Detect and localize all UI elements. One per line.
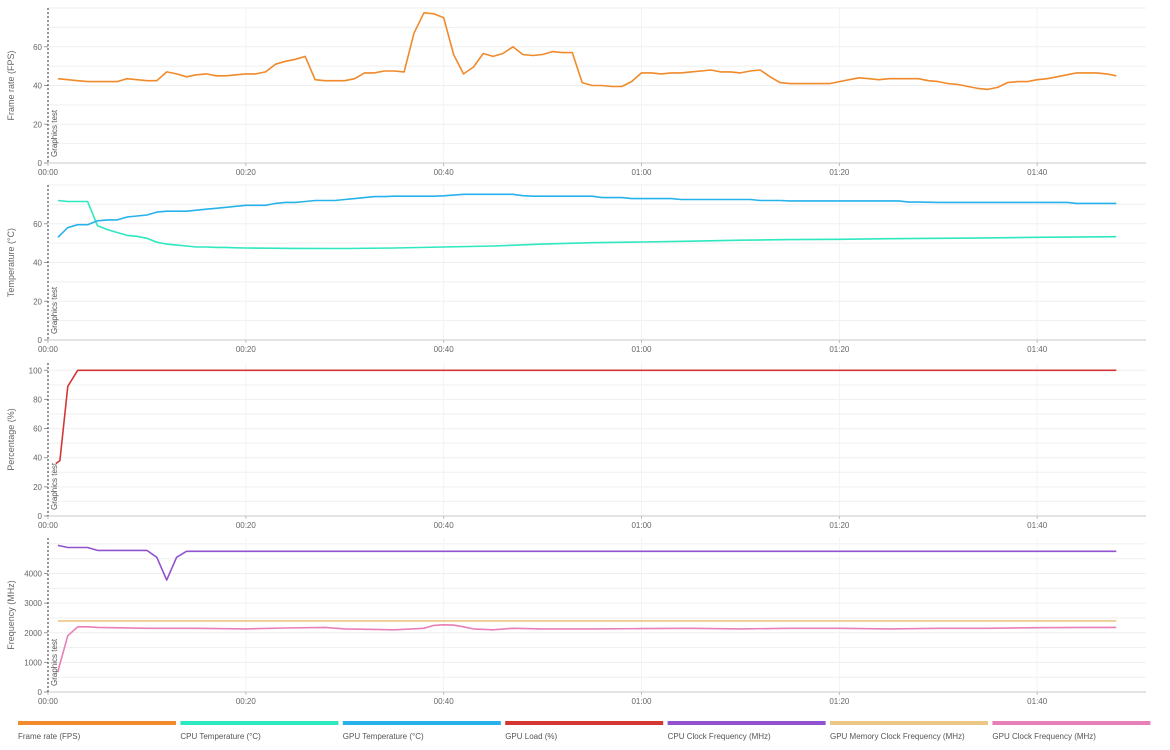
x-tick-label: 00:20 (236, 521, 257, 530)
legend-label: Frame rate (FPS) (18, 732, 81, 741)
x-tick-label: 01:20 (829, 345, 850, 354)
y-tick-label: 0 (38, 159, 43, 168)
x-tick-label: 01:20 (829, 168, 850, 177)
legend-swatch (18, 721, 176, 725)
series-line (57, 544, 1117, 581)
legend-label: GPU Memory Clock Frequency (MHz) (830, 732, 965, 741)
y-tick-label: 2000 (24, 629, 42, 638)
x-tick-label: 00:40 (434, 697, 455, 706)
legend-label: GPU Temperature (°C) (343, 732, 424, 741)
x-tick-label: 01:40 (1027, 168, 1048, 177)
y-tick-label: 1000 (24, 658, 42, 667)
x-tick-label: 01:20 (829, 521, 850, 530)
y-tick-label: 0 (38, 512, 43, 521)
series-line (57, 193, 1117, 238)
series-line (57, 12, 1117, 91)
series-line (55, 369, 1117, 465)
x-tick-label: 00:00 (38, 697, 59, 706)
y-tick-label: 0 (38, 688, 43, 697)
y-tick-label: 60 (33, 220, 42, 229)
panel-3: 00:00 00:20 00:40 01:00 01:20 01:40 0 20 40 60 80 1… (6, 363, 1146, 530)
x-tick-label: 00:40 (434, 345, 455, 354)
y-axis-label: Percentage (%) (6, 408, 16, 471)
legend-label: CPU Clock Frequency (MHz) (668, 732, 771, 741)
x-tick-label: 00:20 (236, 168, 257, 177)
y-tick-label: 3000 (24, 599, 42, 608)
panel-2: 00:00 00:20 00:40 01:00 01:20 01:40 0 20 40 60 Tem… (6, 184, 1146, 354)
y-tick-label: 40 (33, 259, 42, 268)
legend-swatch (667, 721, 826, 725)
y-tick-label: 20 (33, 483, 42, 492)
y-tick-label: 100 (29, 366, 43, 375)
y-tick-label: 40 (33, 82, 42, 91)
y-tick-label: 60 (33, 425, 42, 434)
marker-label: Graphics test (50, 638, 59, 686)
legend-swatch (505, 721, 664, 725)
y-tick-label: 20 (33, 297, 42, 306)
x-tick-label: 01:40 (1027, 697, 1048, 706)
x-tick-label: 00:20 (236, 697, 257, 706)
series-line (57, 624, 1117, 672)
y-tick-label: 4000 (24, 570, 42, 579)
y-tick-label: 40 (33, 454, 42, 463)
legend-label: GPU Clock Frequency (MHz) (992, 732, 1096, 741)
legend-label: GPU Load (%) (505, 732, 557, 741)
x-tick-label: 00:00 (38, 521, 59, 530)
panel-4: 00:00 00:20 00:40 01:00 01:20 01:40 0 1000 2000 3… (6, 538, 1146, 706)
panel-1: 00:00 00:20 00:40 01:00 01:20 01:40 0 20 40 60 Fra… (6, 7, 1146, 177)
x-tick-label: 01:00 (631, 345, 652, 354)
y-tick-label: 0 (38, 336, 43, 345)
marker-label: Graphics test (50, 109, 59, 157)
x-tick-label: 01:40 (1027, 345, 1048, 354)
x-tick-label: 00:40 (434, 521, 455, 530)
marker-label: Graphics test (50, 286, 59, 334)
y-axis-label: Frequency (MHz) (6, 580, 16, 650)
x-tick-label: 01:40 (1027, 521, 1048, 530)
y-axis-label: Frame rate (FPS) (6, 50, 16, 120)
legend-swatch (992, 721, 1151, 725)
y-tick-label: 20 (33, 120, 42, 129)
y-tick-label: 80 (33, 395, 42, 404)
legend-swatch (180, 721, 339, 725)
x-tick-label: 00:40 (434, 168, 455, 177)
x-tick-label: 01:00 (631, 168, 652, 177)
x-tick-label: 01:00 (631, 697, 652, 706)
legend-label: CPU Temperature (°C) (180, 732, 261, 741)
x-tick-label: 00:00 (38, 345, 59, 354)
x-tick-label: 01:20 (829, 697, 850, 706)
y-tick-label: 60 (33, 43, 42, 52)
x-tick-label: 01:00 (631, 521, 652, 530)
series-line (57, 199, 1117, 250)
marker-label: Graphics test (50, 462, 59, 510)
legend-swatch (342, 721, 501, 725)
x-tick-label: 00:00 (38, 168, 59, 177)
legend: Frame rate (FPS) CPU Temperature (°C) GPU … (18, 721, 1151, 741)
y-axis-label: Temperature (°C) (6, 228, 16, 297)
legend-swatch (830, 721, 988, 725)
x-tick-label: 00:20 (236, 345, 257, 354)
